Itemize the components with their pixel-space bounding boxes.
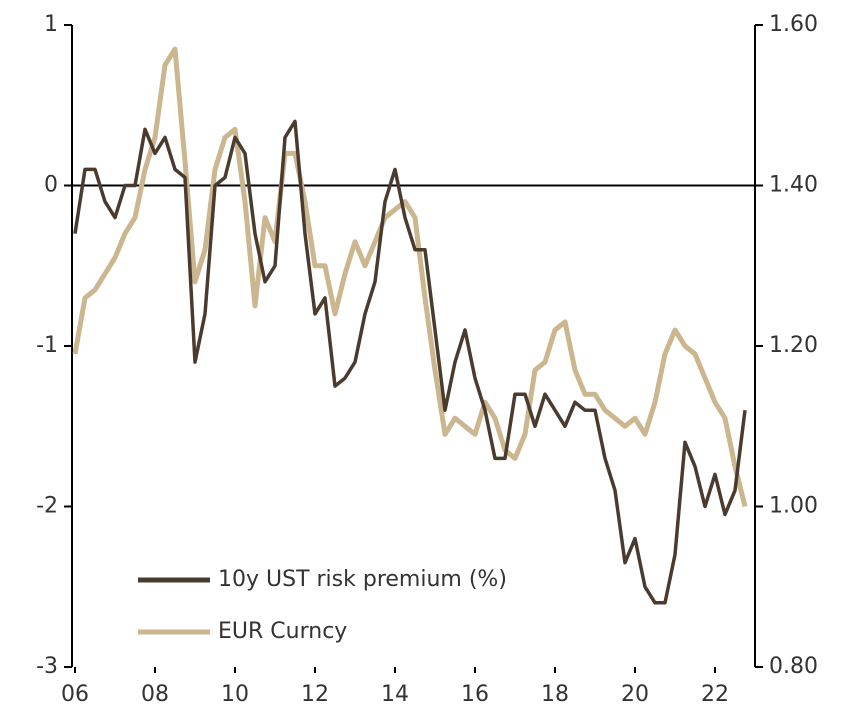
x-tick-label: 18 [541, 682, 569, 707]
y2-tick-label: 0.80 [769, 654, 818, 679]
y-tick-label: 0 [44, 173, 58, 198]
y-tick-label: -1 [36, 333, 58, 358]
y-tick-label: 1 [44, 12, 58, 37]
y2-tick-label: 1.60 [769, 12, 818, 37]
series-line [73, 119, 747, 605]
series-line [72, 46, 748, 508]
x-tick-label: 08 [141, 682, 169, 707]
legend-label: EUR Curncy [218, 619, 347, 644]
y2-tick-label: 1.00 [769, 494, 818, 519]
x-tick-label: 14 [381, 682, 409, 707]
x-tick-label: 12 [301, 682, 329, 707]
x-tick-label: 16 [461, 682, 489, 707]
y-tick-label: -2 [36, 494, 58, 519]
y2-tick-label: 1.40 [769, 173, 818, 198]
x-tick-label: 20 [621, 682, 649, 707]
x-tick-label: 22 [701, 682, 729, 707]
x-tick-label: 06 [61, 682, 89, 707]
y2-tick-label: 1.20 [769, 333, 818, 358]
legend-label: 10y UST risk premium (%) [218, 567, 507, 592]
x-tick-label: 10 [221, 682, 249, 707]
y-tick-label: -3 [36, 654, 58, 679]
